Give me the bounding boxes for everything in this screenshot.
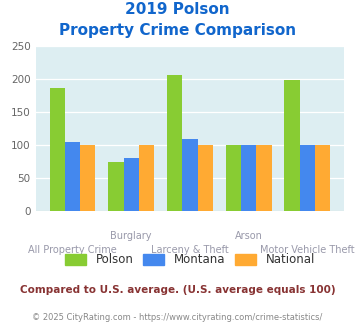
Text: Compared to U.S. average. (U.S. average equals 100): Compared to U.S. average. (U.S. average … (20, 285, 335, 295)
Bar (167, 75, 182, 211)
Bar (241, 145, 256, 211)
Bar (300, 145, 315, 211)
Bar (80, 145, 95, 211)
Text: Motor Vehicle Theft: Motor Vehicle Theft (260, 245, 355, 254)
Bar (65, 142, 80, 211)
Text: Arson: Arson (235, 231, 263, 241)
Text: © 2025 CityRating.com - https://www.cityrating.com/crime-statistics/: © 2025 CityRating.com - https://www.city… (32, 314, 323, 322)
Bar (315, 145, 330, 211)
Bar (182, 139, 198, 211)
Bar (50, 88, 65, 211)
Bar (139, 145, 154, 211)
Text: Larceny & Theft: Larceny & Theft (151, 245, 229, 254)
Bar (256, 145, 272, 211)
Bar (124, 158, 139, 211)
Text: All Property Crime: All Property Crime (28, 245, 117, 254)
Text: Property Crime Comparison: Property Crime Comparison (59, 23, 296, 38)
Bar (284, 80, 300, 211)
Text: 2019 Polson: 2019 Polson (125, 2, 230, 16)
Bar (198, 145, 213, 211)
Legend: Polson, Montana, National: Polson, Montana, National (65, 253, 315, 266)
Bar (108, 162, 124, 211)
Bar (226, 145, 241, 211)
Text: Burglary: Burglary (110, 231, 152, 241)
